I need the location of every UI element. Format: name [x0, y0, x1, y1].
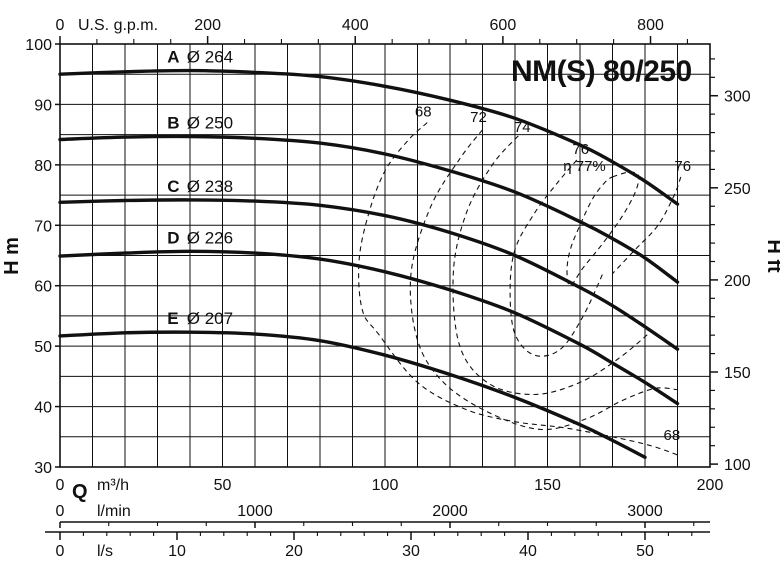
- gpm-tick-label: 400: [342, 17, 369, 34]
- y-tick-label: 60: [34, 279, 52, 296]
- ls-tick-label: 50: [636, 543, 654, 560]
- ls-tick-label: 20: [285, 543, 303, 560]
- curve-label-diameter: Ø 226: [187, 228, 233, 247]
- head-curve-d: [58, 249, 680, 406]
- curve-label-diameter: Ø 250: [187, 113, 233, 132]
- head-curve-c: [58, 198, 680, 351]
- curve-label-letter: C: [167, 177, 179, 196]
- lmin-tick-label: 3000: [627, 503, 663, 520]
- efficiency-label-68-low: 68: [664, 427, 681, 444]
- curve-label-letter: D: [167, 228, 179, 247]
- ls-tick-label: 40: [519, 543, 537, 560]
- y-tick-label: 80: [34, 158, 52, 175]
- x-axis-title: Q: [72, 481, 88, 503]
- curve-label-letter: A: [167, 48, 179, 67]
- efficiency-contour: [452, 135, 652, 396]
- efficiency-contour: [566, 171, 640, 287]
- y-tick-label: 50: [34, 339, 52, 356]
- x-tick-label: 100: [372, 477, 399, 494]
- head-curves: [58, 68, 680, 459]
- chart-grid: [60, 44, 710, 467]
- x-tick-label: 150: [534, 477, 561, 494]
- head-curve-e: [58, 330, 647, 459]
- y2-tick-label: 250: [724, 181, 751, 198]
- gpm-tick-label: 800: [637, 17, 664, 34]
- y-axis-title-right: H ft: [763, 239, 780, 273]
- gpm-axis-unit: U.S. g.p.m.: [78, 17, 158, 34]
- curve-label-letter: B: [167, 113, 179, 132]
- gpm-tick-label: 0: [56, 17, 65, 34]
- y2-tick-label: 150: [724, 365, 751, 382]
- lmin-axis-unit: l/min: [97, 503, 131, 520]
- y-tick-label: 40: [34, 400, 52, 417]
- gpm-tick-label: 600: [490, 17, 517, 34]
- efficiency-label: 74: [514, 119, 531, 136]
- y-tick-label: 70: [34, 218, 52, 235]
- efficiency-label: 76: [674, 158, 691, 175]
- y-axis-title-left: H m: [1, 237, 23, 275]
- ls-tick-label: 10: [168, 543, 186, 560]
- lmin-tick-label: 0: [56, 503, 65, 520]
- plot-frame: [59, 43, 711, 468]
- y-tick-label: 30: [34, 460, 52, 477]
- efficiency-label: 76: [572, 141, 589, 158]
- efficiency-label: η 77%: [563, 158, 606, 175]
- efficiency-contour: [509, 159, 604, 357]
- m3h-axis-unit: m³/h: [97, 477, 129, 494]
- ls-axis-unit: l/s: [97, 543, 113, 560]
- lmin-tick-label: 2000: [432, 503, 468, 520]
- gpm-tick-label: 200: [194, 17, 221, 34]
- head-curve-b: [58, 134, 680, 284]
- y2-tick-label: 200: [724, 273, 751, 290]
- head-curve-a: [58, 68, 680, 206]
- lmin-tick-label: 1000: [237, 503, 273, 520]
- efficiency-contour: [612, 176, 682, 274]
- x-tick-label: 0: [56, 477, 65, 494]
- curve-label-diameter: Ø 207: [187, 309, 233, 328]
- efficiency-label: 68: [415, 104, 432, 121]
- curve-label-diameter: Ø 238: [187, 177, 233, 196]
- ls-tick-label: 0: [56, 543, 65, 560]
- y-tick-label: 90: [34, 97, 52, 114]
- svg-text:H ft: H ft: [763, 239, 780, 273]
- efficiency-contour: [409, 129, 678, 431]
- chart-title: NM(S) 80/250: [511, 55, 692, 88]
- ls-tick-label: 30: [402, 543, 420, 560]
- y2-tick-label: 300: [724, 89, 751, 106]
- y2-tick-label: 100: [724, 457, 751, 474]
- x-tick-label: 200: [697, 477, 724, 494]
- curve-label-letter: E: [167, 309, 178, 328]
- y-tick-label: 100: [25, 37, 52, 54]
- curve-label-diameter: Ø 264: [187, 48, 233, 67]
- x-tick-label: 50: [214, 477, 232, 494]
- svg-text:H m: H m: [1, 237, 23, 275]
- efficiency-label: 72: [470, 109, 487, 126]
